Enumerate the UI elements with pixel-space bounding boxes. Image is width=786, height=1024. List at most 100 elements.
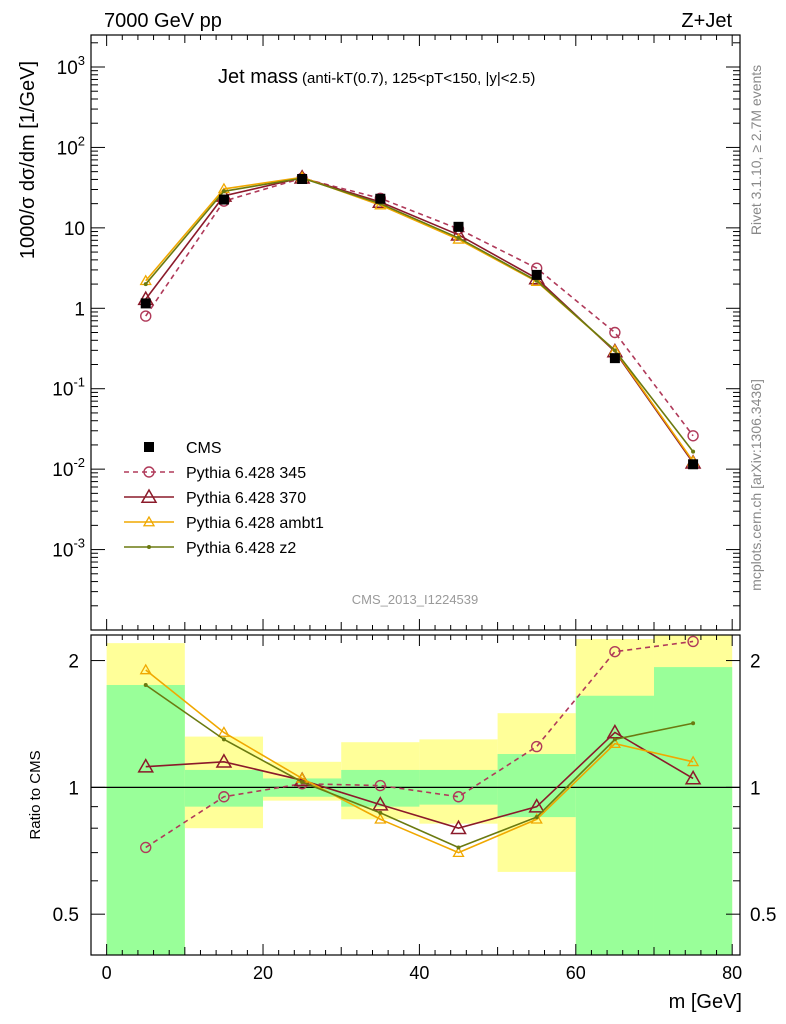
ratio-frame: [90, 634, 741, 956]
ratio-point-s3-2: [300, 779, 305, 784]
energy-label: 7000 GeV pp: [104, 10, 222, 32]
ratio-point-s0-1: [218, 791, 230, 803]
x-tick-label-20: 20: [253, 963, 273, 983]
data-point-1: [218, 194, 229, 205]
ratio-point-s3-6: [612, 737, 617, 742]
y-axis-label: 1000/σ dσ/dm [1/GeV]: [17, 61, 39, 259]
y-tick-label-base: 10: [52, 460, 73, 481]
ratio-tick-label-left-2: 2: [68, 652, 79, 673]
x-tick-label-0: 0: [102, 963, 112, 983]
ratio-tick-label-left-1: 1: [68, 778, 79, 799]
ratio-tick-label-right-0.5: 0.5: [750, 905, 776, 926]
main-point-s3-0: [143, 282, 148, 287]
ratio-point-s0-5: [530, 740, 543, 753]
y-tick-label-base: 10: [57, 58, 78, 79]
x-tick-label-60: 60: [566, 963, 586, 983]
ratio-point-s1-4: [450, 819, 467, 835]
legend-label-1: Pythia 6.428 345: [186, 465, 306, 482]
main-point-s3-6: [612, 348, 617, 353]
data-point-6: [609, 353, 620, 364]
data-point-3: [375, 193, 386, 204]
data-point-0: [140, 298, 151, 309]
inner-band-bin-1: [184, 769, 264, 807]
y-tick-label-base: 10: [57, 138, 78, 159]
y-tick-label-exp: 2: [78, 133, 85, 148]
plot-title-sub: (anti-kT(0.7), 125<pT<150, |y|<2.5): [302, 70, 535, 87]
ratio-point-s3-7: [691, 721, 696, 726]
inner-band-bin-6: [575, 695, 654, 955]
data-point-4: [453, 221, 464, 232]
data-point-5: [531, 269, 542, 280]
main-point-s3-7: [691, 449, 696, 454]
ratio-point-s0-0: [140, 841, 152, 854]
process-label: Z+Jet: [681, 10, 732, 32]
main-point-s0-6: [609, 326, 621, 339]
ratio-point-s1-7: [684, 769, 702, 785]
data-point-7: [688, 459, 699, 470]
ratio-point-s3-3: [378, 810, 383, 815]
ratio-point-s3-5: [534, 815, 539, 820]
ratio-point-s2-4: [452, 846, 465, 858]
legend-marker-0: [144, 442, 154, 452]
legend-label-2: Pythia 6.428 370: [186, 490, 306, 507]
y-tick-label-2: 10-1: [52, 375, 85, 401]
ratio-line-series-0: [145, 640, 694, 849]
ratio-point-s3-4: [456, 845, 461, 850]
y-tick-label-exp: -2: [73, 455, 85, 470]
ratio-tick-label-right-2: 2: [750, 652, 761, 673]
main-point-s0-7: [687, 430, 699, 442]
legend-label-3: Pythia 6.428 ambt1: [186, 515, 324, 532]
main-point-s0-0: [140, 310, 152, 322]
main-point-s3-4: [456, 235, 461, 240]
y-tick-label-base: 10: [52, 541, 73, 562]
legend-marker-2: [140, 488, 158, 503]
y-tick-label-base: 10: [52, 380, 73, 401]
data-point-2: [297, 174, 308, 185]
main-point-s3-1: [221, 189, 226, 194]
ratio-tick-label-left-0.5: 0.5: [53, 905, 79, 926]
ratio-point-s1-5: [528, 798, 545, 813]
ratio-point-s2-6: [608, 737, 622, 749]
ratio-point-s2-1: [217, 726, 231, 737]
y-tick-label-4: 10: [64, 219, 85, 240]
ratio-point-s3-1: [221, 737, 226, 742]
mcplots-label: mcplots.cern.ch [arXiv:1306.3436]: [748, 379, 764, 591]
ratio-point-s2-3: [374, 812, 387, 824]
ratio-axis-label: Ratio to CMS: [27, 750, 44, 839]
legend-marker-1: [143, 466, 155, 478]
inner-band-bin-7: [653, 667, 733, 955]
plot-title: Jet mass (anti-kT(0.7), 125<pT<150, |y|<2…: [218, 66, 535, 88]
y-tick-label-1: 10-2: [52, 455, 85, 481]
ratio-point-s2-7: [686, 755, 700, 767]
plot-title-main: Jet mass: [218, 66, 298, 88]
ratio-series-group: [91, 635, 740, 858]
legend-label-4: Pythia 6.428 z2: [186, 540, 296, 557]
ratio-tick-label-right-1: 1: [750, 778, 761, 799]
main-point-s2-5: [530, 275, 543, 286]
main-line-series-0: [145, 177, 694, 437]
rivet-label: Rivet 3.1.10, ≥ 2.7M events: [748, 65, 764, 235]
ratio-point-s1-3: [372, 796, 389, 811]
y-tick-label-3: 1: [74, 299, 85, 320]
legend-marker-3: [142, 515, 156, 527]
ratio-point-s1-1: [215, 753, 233, 768]
legend: CMS Pythia 6.428 345 Pythia 6.428 370 Pythi…: [124, 440, 324, 557]
inner-band-bin-0: [106, 684, 185, 955]
ratio-point-s3-0: [143, 682, 148, 687]
x-axis-label: m [GeV]: [669, 991, 742, 1013]
y-tick-label-exp: -1: [73, 375, 85, 390]
y-tick-label-5: 102: [57, 133, 85, 159]
ratio-line-series-2: [145, 669, 694, 854]
x-tick-label-40: 40: [409, 963, 429, 983]
legend-label-0: CMS: [186, 440, 222, 457]
ratio-point-s1-0: [137, 758, 155, 773]
ratio-point-s0-6: [609, 645, 621, 658]
x-tick-label-80: 80: [722, 963, 742, 983]
ratio-point-s2-0: [139, 663, 152, 675]
y-tick-label-0: 10-3: [52, 536, 85, 562]
ratio-point-s0-3: [374, 779, 387, 792]
ratio-line-series-3: [145, 684, 694, 849]
ratio-point-s0-4: [452, 791, 465, 803]
main-series-group: [137, 169, 702, 470]
